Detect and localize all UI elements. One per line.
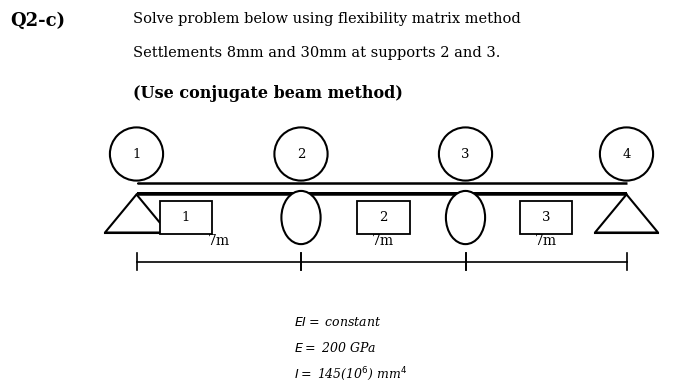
Text: 7m: 7m: [535, 234, 557, 248]
FancyBboxPatch shape: [357, 201, 410, 234]
Text: 2: 2: [379, 211, 387, 224]
FancyBboxPatch shape: [519, 201, 573, 234]
Text: 2: 2: [297, 147, 305, 161]
Text: 4: 4: [622, 147, 631, 161]
Text: $EI = $ constant: $EI = $ constant: [294, 316, 382, 329]
FancyBboxPatch shape: [136, 184, 626, 192]
Ellipse shape: [446, 191, 485, 244]
Text: 7m: 7m: [372, 234, 394, 248]
Text: 3: 3: [542, 211, 550, 224]
Ellipse shape: [600, 127, 653, 181]
Text: Solve problem below using flexibility matrix method: Solve problem below using flexibility ma…: [133, 12, 521, 25]
Text: Q2-c): Q2-c): [10, 12, 66, 30]
Polygon shape: [595, 194, 658, 233]
Text: (Use conjugate beam method): (Use conjugate beam method): [133, 85, 403, 102]
Text: 1: 1: [182, 211, 190, 224]
Text: 1: 1: [132, 147, 141, 161]
Ellipse shape: [439, 127, 492, 181]
Ellipse shape: [110, 127, 163, 181]
Text: $I   = $ 145(10$^6$) mm$^4$: $I = $ 145(10$^6$) mm$^4$: [294, 366, 407, 383]
Text: Settlements 8mm and 30mm at supports 2 and 3.: Settlements 8mm and 30mm at supports 2 a…: [133, 46, 500, 60]
FancyBboxPatch shape: [136, 183, 626, 194]
Text: 3: 3: [461, 147, 470, 161]
Ellipse shape: [281, 191, 321, 244]
Polygon shape: [105, 194, 168, 233]
FancyBboxPatch shape: [160, 201, 212, 234]
Text: $E  = $ 200 GPa: $E = $ 200 GPa: [294, 341, 376, 355]
Ellipse shape: [274, 127, 328, 181]
Text: 7m: 7m: [208, 234, 230, 248]
